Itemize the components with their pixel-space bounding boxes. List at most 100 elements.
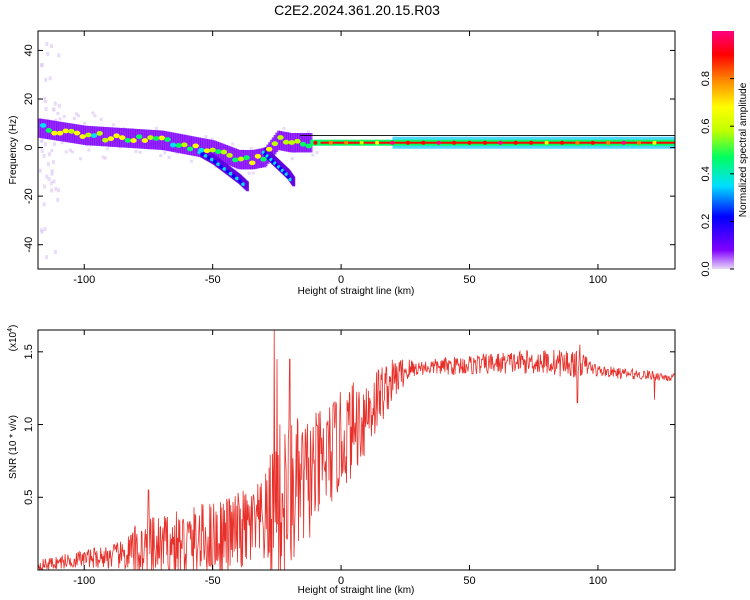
spectrogram-halo-cell	[155, 126, 159, 130]
spectrogram-halo-cell	[77, 114, 81, 118]
spectrogram-halo-cell	[249, 147, 253, 151]
spectrogram-band-cell	[304, 133, 308, 153]
spectrogram-xlabel: Height of straight line (km)	[298, 286, 415, 297]
spectrogram-ytick-label: -20	[23, 188, 35, 204]
spectrogram-noise-cell	[46, 162, 50, 167]
spectrogram-halo-cell	[111, 123, 115, 127]
spectrogram-right-blob	[452, 140, 457, 145]
spectrogram-halo-cell	[79, 157, 83, 161]
spectrogram-band-cell	[255, 149, 259, 169]
spectrogram-blob	[56, 130, 64, 136]
spectrogram-blob	[39, 123, 47, 128]
spectrogram-halo-cell	[54, 118, 58, 122]
spectrogram-band-cell	[99, 126, 103, 147]
spectrogram-right-blob	[375, 140, 380, 145]
spectrogram-halo-cell	[101, 155, 105, 159]
spectrogram-blob	[90, 133, 98, 139]
spectrogram-band-cell	[232, 147, 236, 168]
spectrogram-blob	[169, 142, 177, 148]
spectrogram-right-blob	[529, 140, 534, 145]
spectrogram-blob	[203, 148, 211, 154]
spectrogram-panel: -100 -50 0 50 100 -40 -20 0 20 40 Height of strai…	[8, 30, 676, 297]
spectrogram-band-cell	[158, 130, 162, 150]
spectrogram-right-blob	[390, 140, 395, 145]
spectrogram-band-cell	[50, 120, 54, 140]
spectrogram-band-cell	[100, 126, 104, 147]
spectrogram-band-cell	[66, 122, 70, 143]
spectrogram-blob	[164, 137, 171, 142]
spectrogram-blob	[198, 147, 205, 153]
spectrogram-noise-cell	[57, 188, 61, 193]
spectrogram-noise-cell	[52, 107, 56, 112]
spectrogram-blob	[124, 137, 132, 143]
spectrogram-noise-cell	[57, 103, 61, 108]
spectrogram-halo-cell	[210, 137, 214, 141]
spectrogram-right-blob	[621, 140, 626, 145]
colorbar-tick-label: 0.6	[700, 119, 712, 134]
spectrogram-halo-cell	[311, 153, 315, 157]
spectrogram-right-blob	[559, 140, 564, 145]
spectrogram-right-blob	[513, 140, 518, 145]
spectrogram-noise-cell	[49, 43, 53, 48]
snr-scale-note: (x104)	[7, 325, 19, 352]
spectrogram-noise-cell	[52, 179, 56, 184]
spectrogram-noise-cell	[50, 188, 54, 193]
spectrogram-noise-cell	[56, 197, 60, 202]
spectrogram-blob	[288, 140, 295, 145]
spectrogram-blob	[299, 141, 307, 147]
spectrogram-halo-cell	[307, 130, 311, 134]
spectrogram-band-cell	[187, 135, 191, 155]
spectrogram-noise-cell	[42, 153, 46, 158]
spectrogram-blob	[102, 137, 109, 143]
spectrogram-right-blob	[344, 140, 349, 145]
spectrogram-noise-cell	[48, 76, 52, 81]
spectrogram-blob	[85, 132, 92, 138]
spectrogram-ytick-label: 40	[23, 44, 35, 56]
spectrogram-blob	[282, 139, 290, 145]
spectrogram-noise-cell	[39, 63, 43, 68]
spectrogram-blob	[265, 146, 273, 152]
spectrogram-noise-cell	[45, 174, 49, 179]
spectrogram-band-cell	[124, 128, 128, 148]
spectrogram-noise-cell	[38, 168, 42, 173]
spectrogram-band-cell	[102, 126, 106, 147]
spectrogram-blob	[79, 134, 86, 139]
spectrogram-noise-cell	[50, 169, 54, 174]
spectrogram-blob	[175, 143, 182, 148]
spectrogram-band-cell	[253, 149, 257, 169]
spectrogram-halo-cell	[247, 171, 251, 175]
spectrogram-halo-cell	[105, 147, 109, 151]
spectrogram-right-blob	[652, 140, 657, 145]
snr-xtick-label: 0	[338, 575, 344, 587]
colorbar-tick-label: 0.8	[700, 71, 712, 86]
spectrogram-xtick-label: -50	[205, 274, 221, 286]
spectrogram-blob	[181, 142, 188, 148]
spectrogram-blob	[51, 130, 58, 136]
spectrogram-noise-cell	[52, 141, 56, 146]
spectrogram-halo-cell	[60, 141, 64, 145]
spectrogram-xtick-label: 0	[338, 274, 344, 286]
spectrogram-right-blob	[359, 140, 364, 145]
spectrogram-band-cell	[307, 133, 311, 153]
spectrogram-right-blob	[575, 140, 580, 145]
spectrogram-halo-cell	[167, 155, 171, 159]
spectrogram-xtick-label: -100	[73, 274, 95, 286]
spectrogram-band-cell	[278, 130, 282, 151]
spectrogram-blob	[141, 138, 149, 143]
spectrogram-band-cell	[298, 133, 302, 153]
spectrogram-halo-cell	[134, 149, 138, 153]
spectrogram-noise-cell	[45, 255, 49, 260]
spectrogram-halo-cell	[70, 150, 74, 154]
spectrogram-noise-cell	[43, 184, 47, 189]
spectrogram-band-cell	[224, 144, 228, 165]
spectrogram-right-core	[320, 141, 675, 144]
spectrogram-band-cell	[251, 149, 255, 170]
spectrogram-xtick-label: 50	[463, 274, 475, 286]
spectrogram-right-blob	[405, 140, 410, 145]
spectrogram-band-cell	[189, 135, 193, 156]
spectrogram-band-cell	[55, 121, 59, 141]
spectrogram-blob	[243, 155, 250, 161]
spectrogram-halo-cell	[235, 167, 239, 171]
spectrogram-noise-cell	[44, 107, 48, 112]
spectrogram-band-cell	[39, 118, 43, 139]
